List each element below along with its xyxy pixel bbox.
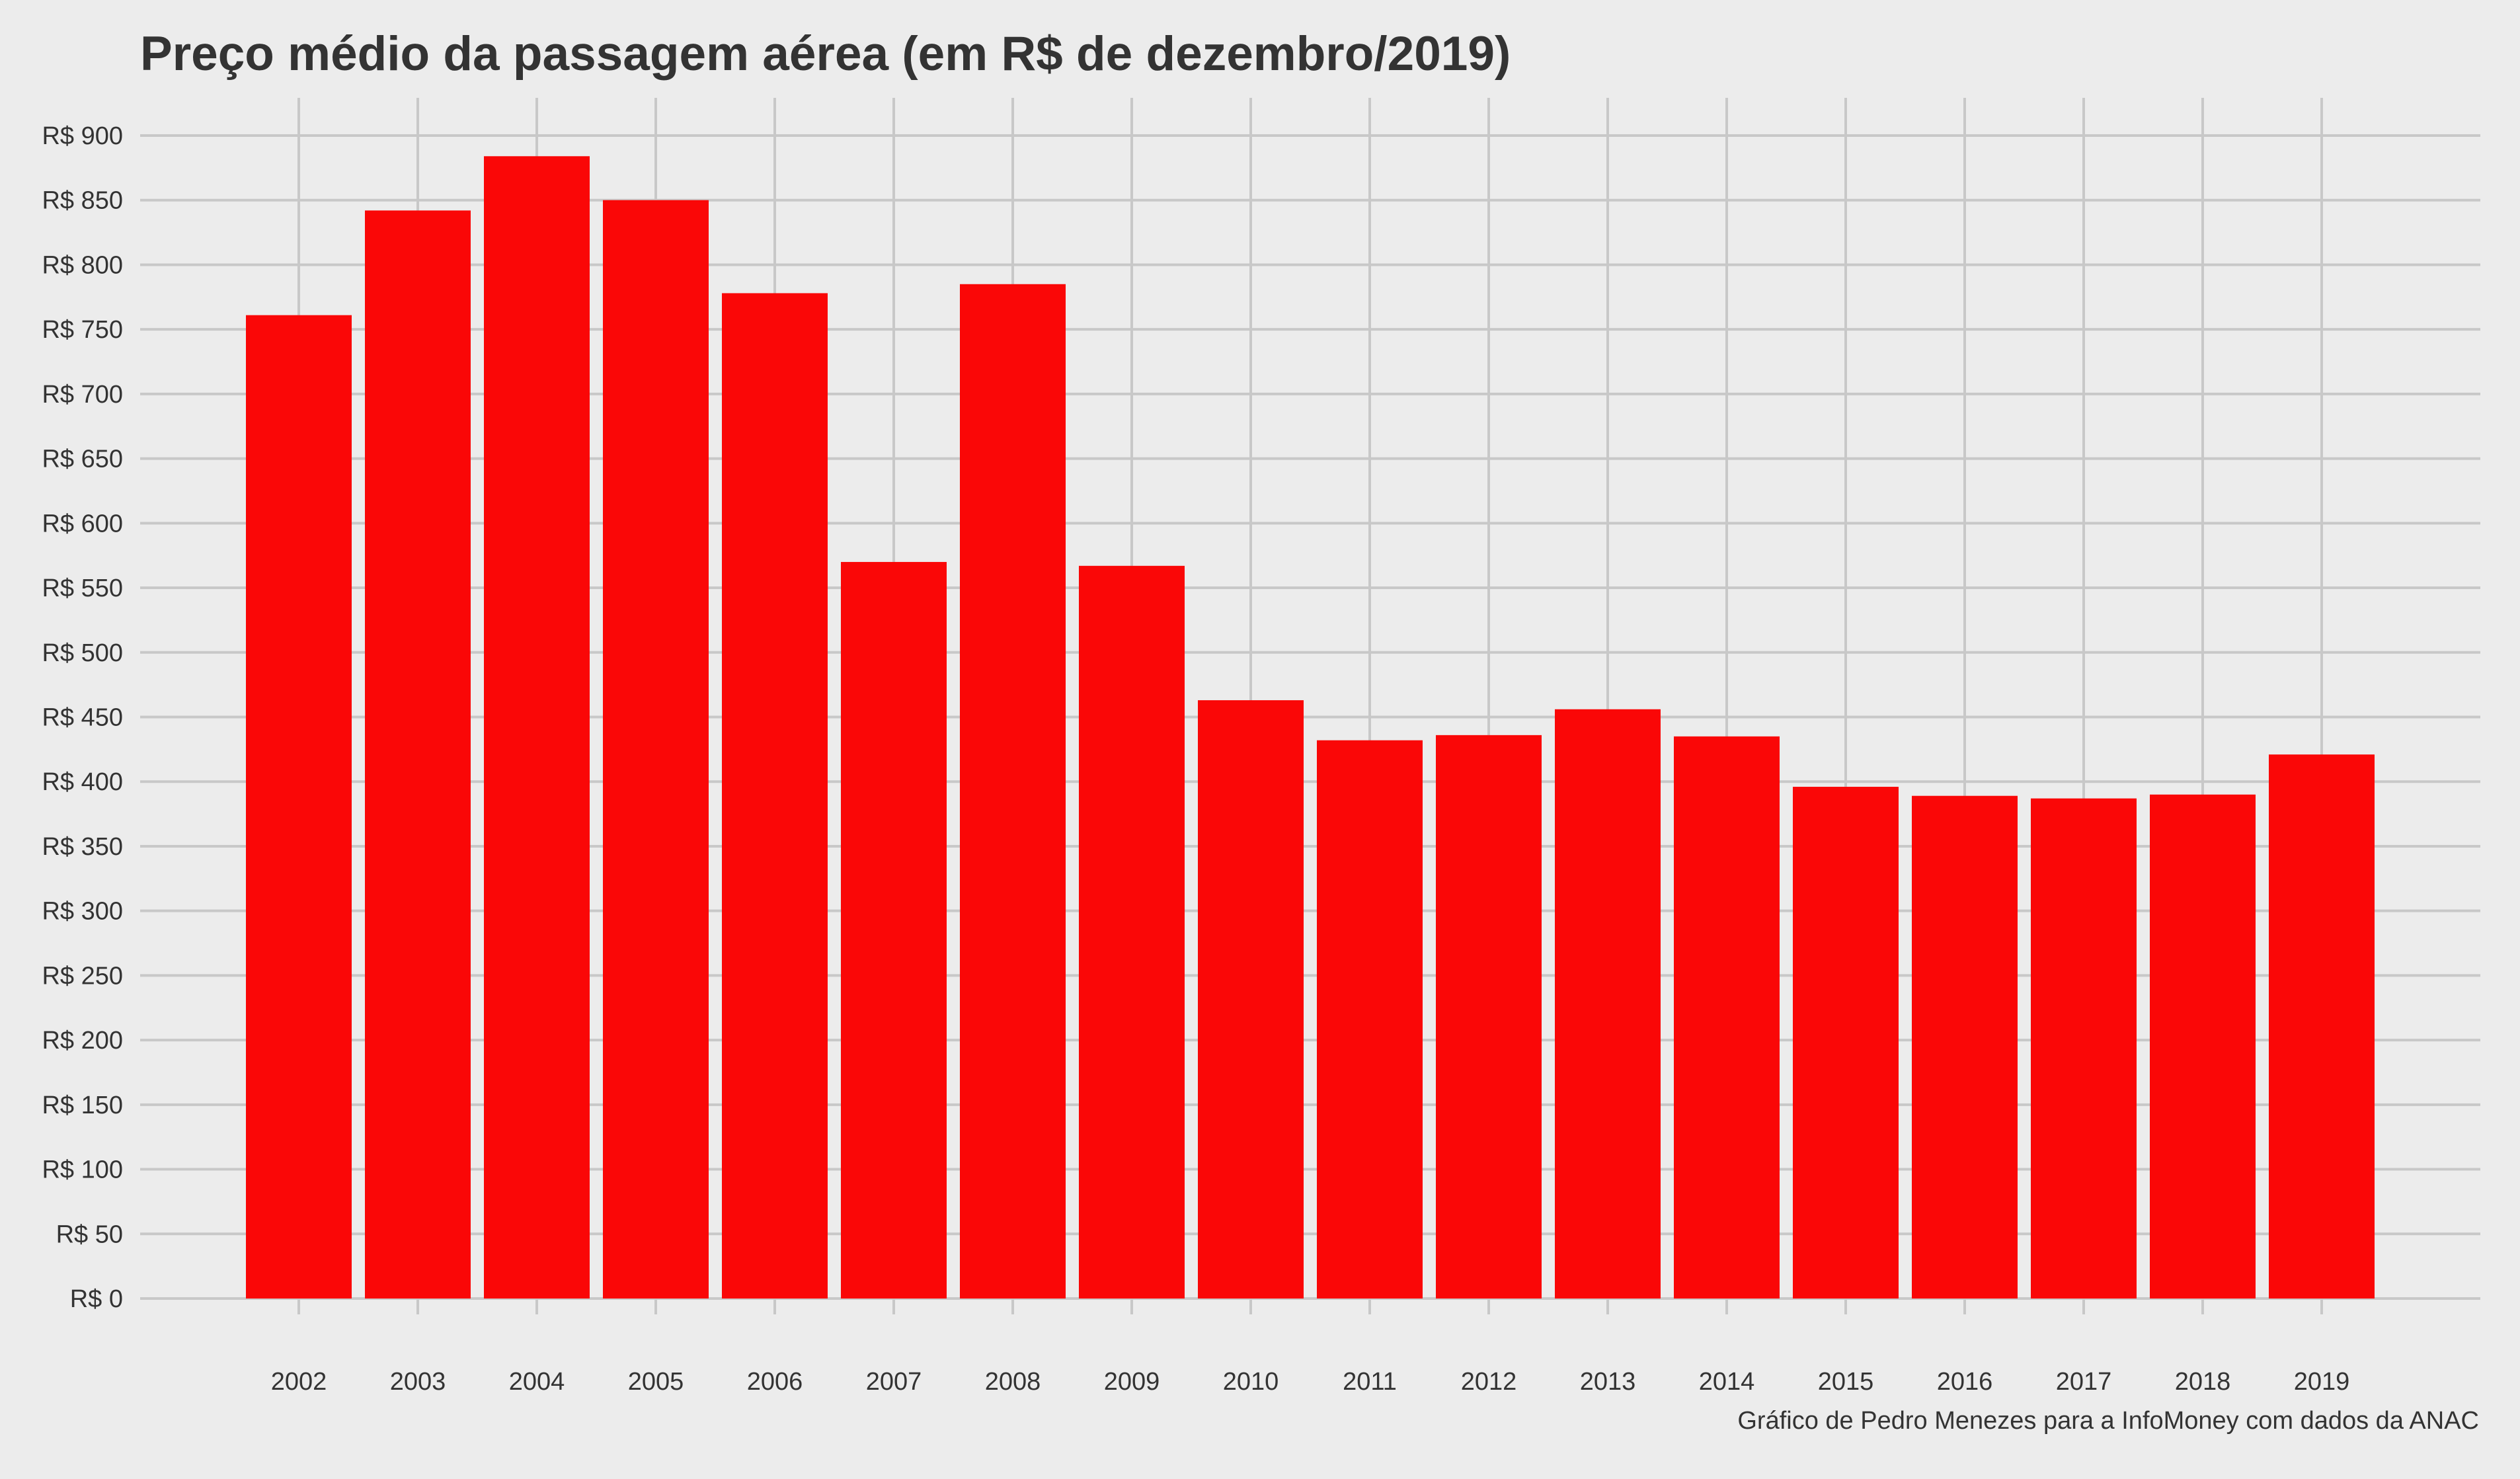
bar-2017: 2017: 387 <box>2031 798 2137 1299</box>
bar-2010: 2010: 463 <box>1198 700 1304 1299</box>
bar-2004: 2004: 884 <box>484 156 590 1299</box>
x-tick-label: 2017 <box>2056 1368 2112 1396</box>
x-tick-label: 2004 <box>509 1368 565 1396</box>
x-tick-label: 2010 <box>1223 1368 1279 1396</box>
y-tick-label: R$ 900 <box>42 122 123 150</box>
bar-2018: 2018: 390 <box>2150 794 2256 1299</box>
chart-caption: Gráfico de Pedro Menezes para a InfoMone… <box>1737 1407 2479 1435</box>
y-tick-label: R$ 350 <box>42 833 123 861</box>
bar-2011: 2011: 432 <box>1317 740 1423 1299</box>
x-tick-label: 2009 <box>1104 1368 1160 1396</box>
bar-2005: 2005: 850 <box>603 200 709 1299</box>
x-tick-label: 2015 <box>1818 1368 1874 1396</box>
bar-2016: 2016: 389 <box>1912 795 2018 1299</box>
x-tick-label: 2007 <box>866 1368 922 1396</box>
y-tick-label: R$ 650 <box>42 446 123 473</box>
x-tick-label: 2006 <box>747 1368 803 1396</box>
y-tick-label: R$ 600 <box>42 510 123 538</box>
x-tick-label: 2018 <box>2175 1368 2231 1396</box>
y-tick-label: R$ 300 <box>42 898 123 926</box>
y-tick-label: R$ 250 <box>42 962 123 990</box>
y-tick-label: R$ 500 <box>42 639 123 667</box>
y-tick-label: R$ 800 <box>42 251 123 279</box>
x-tick-label: 2005 <box>628 1368 684 1396</box>
chart-title: Preço médio da passagem aérea (em R$ de … <box>140 27 1511 81</box>
x-tick-label: 2014 <box>1699 1368 1755 1396</box>
y-tick-label: R$ 0 <box>70 1285 123 1313</box>
x-tick-label: 2011 <box>1343 1368 1397 1396</box>
bar-2003: 2003: 842 <box>365 210 471 1299</box>
bar-2009: 2009: 567 <box>1079 565 1185 1299</box>
y-tick-label: R$ 750 <box>42 316 123 344</box>
bars: 2002: 7612003: 8422004: 8842005: 8502006… <box>246 156 2375 1299</box>
y-tick-label: R$ 700 <box>42 381 123 409</box>
y-tick-label: R$ 200 <box>42 1027 123 1055</box>
y-tick-label: R$ 100 <box>42 1156 123 1184</box>
y-tick-label: R$ 400 <box>42 768 123 796</box>
y-tick-label: R$ 850 <box>42 187 123 215</box>
bar-2014: 2014: 435 <box>1674 736 1780 1299</box>
x-tick-label: 2012 <box>1461 1368 1517 1396</box>
bar-2015: 2015: 396 <box>1793 787 1899 1299</box>
y-tick-label: R$ 550 <box>42 575 123 602</box>
x-tick-label: 2003 <box>390 1368 446 1396</box>
x-tick-label: 2016 <box>1937 1368 1993 1396</box>
bar-2002: 2002: 761 <box>246 315 352 1299</box>
bar-2013: 2013: 456 <box>1555 709 1661 1299</box>
x-tick-label: 2008 <box>985 1368 1041 1396</box>
bar-2006: 2006: 778 <box>722 293 828 1299</box>
bar-2007: 2007: 570 <box>841 561 947 1299</box>
y-tick-label: R$ 50 <box>56 1220 123 1248</box>
bar-2019: 2019: 421 <box>2269 754 2375 1299</box>
y-axis-tick-labels: R$ 0 R$ 50 R$ 100 R$ 150 R$ 200 R$ 250 R$ 300 R… <box>42 122 123 1313</box>
y-tick-label: R$ 450 <box>42 704 123 732</box>
x-tick-label: 2002 <box>271 1368 327 1396</box>
x-axis-tick-labels: 2002 2003 2004 2005 2006 2007 2008 2009 2010 2011… <box>271 1368 2350 1396</box>
y-tick-label: R$ 150 <box>42 1092 123 1119</box>
bar-2012: 2012: 436 <box>1436 735 1542 1299</box>
bar-2008: 2008: 785 <box>960 284 1066 1299</box>
x-tick-label: 2013 <box>1580 1368 1636 1396</box>
x-tick-label: 2019 <box>2294 1368 2350 1396</box>
